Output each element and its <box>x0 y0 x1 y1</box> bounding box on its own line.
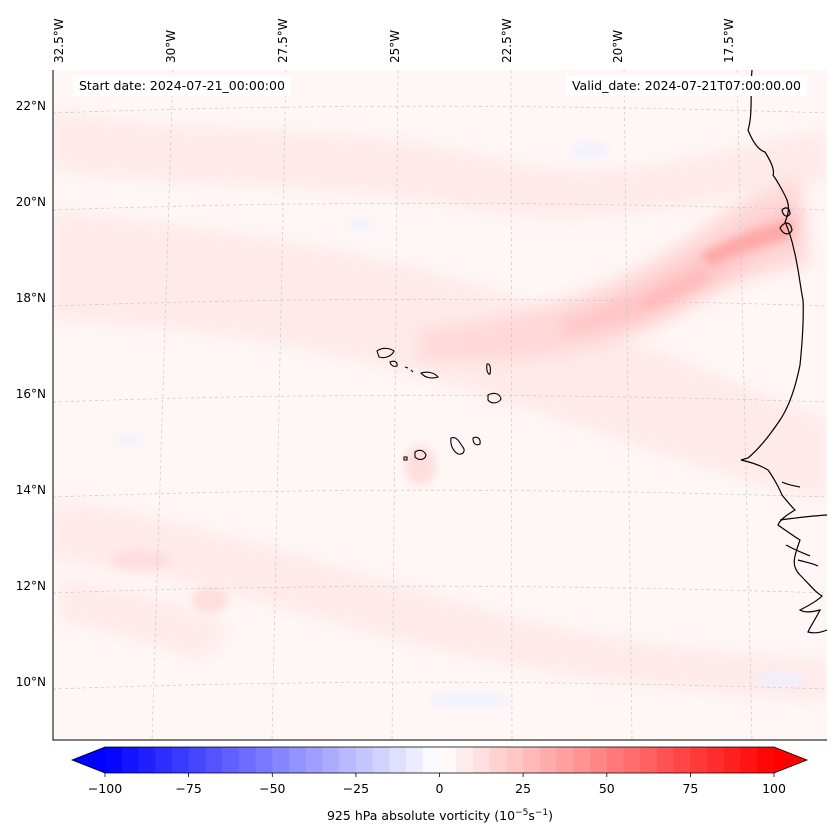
colorbar-segment <box>489 747 507 773</box>
colorbar-segment <box>456 747 474 773</box>
colorbar-segment <box>322 747 340 773</box>
colorbar-segment <box>288 747 307 773</box>
colorbar-segment <box>222 747 240 773</box>
lon-label-25w: 25°W <box>388 29 402 63</box>
colorbar-segment <box>606 747 624 773</box>
colorbar-segment <box>305 747 323 773</box>
colorbar-segment <box>255 747 273 773</box>
colorbar-segment <box>238 747 257 773</box>
colorbar-segment <box>472 747 491 773</box>
colorbar-segment <box>155 747 173 773</box>
lon-label-17-5w: 17.5°W <box>722 18 736 63</box>
valid-date-label: Valid_date: 2024-07-21T07:00:00.00 <box>565 76 807 96</box>
colorbar-tick-label: −100 <box>87 781 123 796</box>
lat-label-14n: 14°N <box>15 483 46 497</box>
colorbar-tick-label: 50 <box>598 781 615 796</box>
lat-label-12n: 12°N <box>15 579 46 593</box>
colorbar-segment <box>556 747 574 773</box>
colorbar-segment <box>573 747 591 773</box>
colorbar-segment <box>656 747 675 773</box>
colorbar-segment <box>422 747 440 773</box>
colorbar-segment <box>623 747 641 773</box>
colorbar-segment <box>121 747 139 773</box>
colorbar-segment <box>707 747 725 773</box>
graticule <box>53 70 827 740</box>
colorbar-tick-label: 75 <box>682 781 699 796</box>
colorbar-ticks <box>104 773 775 777</box>
cape-verde-islands <box>376 347 502 461</box>
colorbar-tick-label: −75 <box>175 781 202 796</box>
lon-label-20w: 20°W <box>611 29 625 63</box>
lat-label-10n: 10°N <box>15 675 46 689</box>
colorbar-label: 925 hPa absolute vorticity (10−5s−1) <box>326 808 553 824</box>
colorbar-segment <box>723 747 742 773</box>
colorbar-segment <box>339 747 357 773</box>
lat-label-22n: 22°N <box>15 99 46 113</box>
map-frame <box>52 70 827 741</box>
colorbar-segment <box>439 747 457 773</box>
colorbar-segment <box>690 747 708 773</box>
colorbar-segment <box>138 747 156 773</box>
colorbar-segment <box>272 747 290 773</box>
colorbar-min-extension <box>72 747 105 773</box>
coastline <box>740 70 827 634</box>
colorbar <box>70 746 809 777</box>
colorbar-segment <box>389 747 407 773</box>
colorbar-segment <box>188 747 206 773</box>
lat-label-18n: 18°N <box>15 291 46 305</box>
colorbar-tick-label: −50 <box>259 781 286 796</box>
colorbar-segment <box>757 747 775 773</box>
colorbar-segment <box>740 747 758 773</box>
colorbar-tick-label: 25 <box>515 781 532 796</box>
colorbar-segment <box>640 747 658 773</box>
colorbar-segment <box>590 747 608 773</box>
start-date-label: Start date: 2024-07-21_00:00:00 <box>73 76 291 96</box>
colorbar-tick-label: 100 <box>762 781 786 796</box>
colorbar-tick-label: 0 <box>435 781 444 796</box>
colorbar-segment <box>673 747 691 773</box>
colorbar-segment <box>372 747 390 773</box>
lon-label-27-5w: 27.5°W <box>276 18 290 63</box>
colorbar-segment <box>355 747 374 773</box>
colorbar-segment <box>539 747 558 773</box>
colorbar-segment <box>523 747 541 773</box>
vorticity-field <box>53 70 827 740</box>
colorbar-segment <box>506 747 524 773</box>
colorbar-tick-label: −25 <box>342 781 370 796</box>
lon-label-22-5w: 22.5°W <box>500 18 514 63</box>
lon-label-32-5w: 32.5°W <box>52 18 66 63</box>
lat-label-16n: 16°N <box>15 387 46 401</box>
colorbar-segment <box>105 747 123 773</box>
colorbar-segment <box>406 747 424 773</box>
colorbar-segments <box>105 747 775 773</box>
colorbar-segment <box>205 747 223 773</box>
lon-label-30w: 30°W <box>164 29 178 63</box>
colorbar-segment <box>171 747 190 773</box>
colorbar-max-extension <box>774 747 807 773</box>
lat-label-20n: 20°N <box>15 195 46 209</box>
